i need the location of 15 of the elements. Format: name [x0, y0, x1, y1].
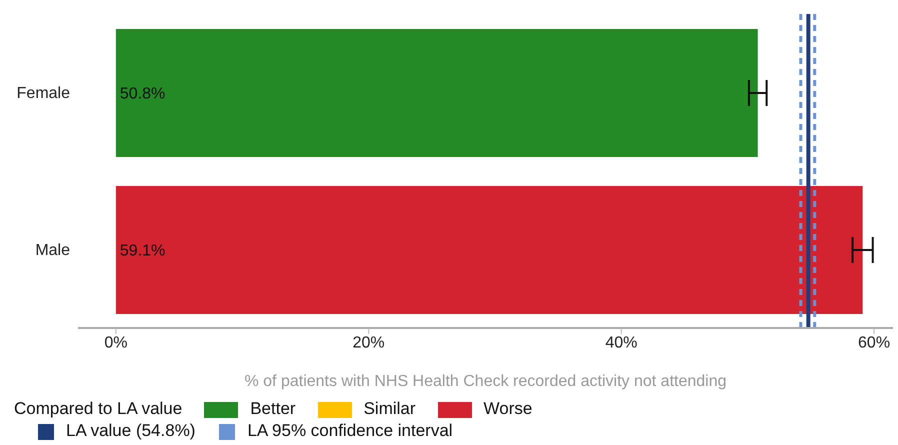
legend-label: Better	[249, 399, 296, 418]
x-tick-label: 60%	[858, 334, 890, 352]
y-tick-label: Male	[35, 242, 70, 260]
y-tick-label: Female	[16, 85, 70, 102]
legend-label: Similar	[362, 399, 416, 418]
x-tick-label: 40%	[605, 334, 638, 352]
legend-label: LA value (54.8%)	[65, 421, 196, 440]
x-tick-label: 20%	[352, 334, 385, 352]
legend-label: LA 95% confidence interval	[246, 421, 453, 440]
legend-title: Compared to LA value	[14, 399, 182, 418]
legend-label: Worse	[482, 399, 532, 418]
x-axis-title: % of patients with NHS Health Check recorded activity not attending	[244, 373, 727, 390]
data-label: 59.1%	[120, 242, 166, 260]
x-tick-label: 0%	[104, 334, 128, 352]
data-label: 50.8%	[120, 86, 166, 103]
